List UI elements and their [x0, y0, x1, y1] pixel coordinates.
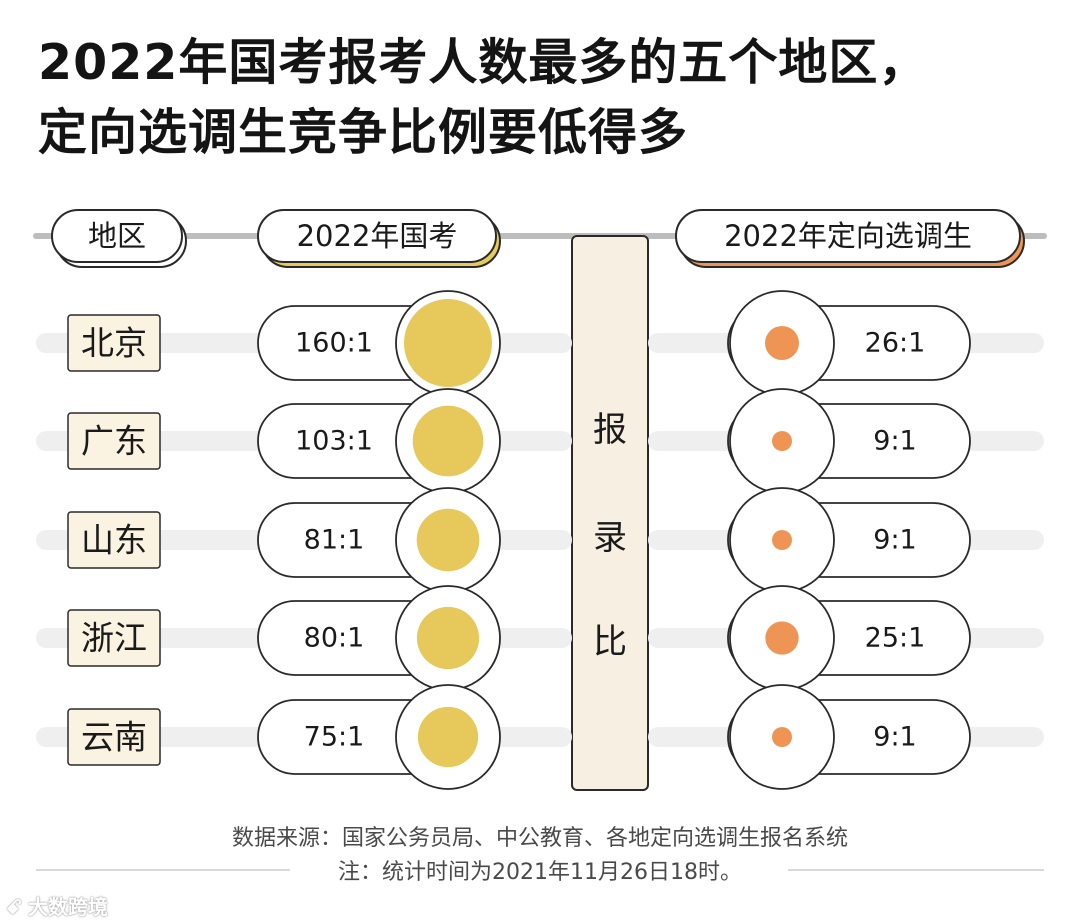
center-label-char: 报 [593, 410, 627, 450]
region-label-box [67, 412, 161, 470]
left-bubble [412, 405, 484, 477]
right-value-label: 26:1 [865, 328, 926, 359]
left-bubble [416, 606, 480, 670]
right-bubble [765, 326, 799, 360]
center-column [571, 235, 649, 791]
center-label-char: 比 [593, 622, 627, 662]
right-bubble [771, 529, 793, 551]
region-label-box [67, 314, 161, 372]
header-region-label: 地区 [88, 219, 146, 253]
region-label: 山东 [81, 521, 147, 560]
logo-mark-icon: ꗃ [6, 895, 22, 919]
region-label-box [67, 708, 161, 766]
header-region-pill [51, 209, 183, 263]
region-label-box [67, 511, 161, 569]
region-label: 北京 [81, 324, 147, 363]
left-bubble [416, 508, 480, 572]
data-source: 数据来源：国家公务员局、中公教育、各地定向选调生报名系统 [231, 826, 848, 851]
left-value-label: 160:1 [295, 328, 373, 359]
header-right-label: 2022年定向选调生 [724, 219, 972, 253]
right-value-label: 9:1 [873, 525, 916, 556]
region-label: 浙江 [81, 619, 147, 658]
center-label-char: 录 [593, 518, 627, 558]
left-bubble [417, 706, 479, 768]
header-left-label: 2022年国考 [297, 219, 458, 253]
region-label: 云南 [81, 718, 147, 757]
right-bubble [771, 430, 793, 452]
note-divider-left [36, 869, 290, 871]
watermark: ꗃ 大数跨境 [6, 891, 108, 920]
header-left-pill [257, 209, 497, 263]
right-value-label: 9:1 [873, 722, 916, 753]
left-value-label: 80:1 [304, 623, 365, 654]
right-bubble [771, 726, 793, 748]
right-value-label: 25:1 [865, 623, 926, 654]
region-label-box [67, 609, 161, 667]
footnote: 注：统计时间为2021年11月26日18时。 [338, 860, 742, 885]
header-right-pill [675, 209, 1021, 263]
left-value-label: 103:1 [295, 426, 373, 457]
left-value-label: 81:1 [304, 525, 365, 556]
region-label: 广东 [81, 422, 147, 461]
left-bubble [404, 299, 492, 387]
right-bubble [765, 621, 799, 655]
note-divider-right [788, 869, 1044, 871]
left-value-label: 75:1 [304, 722, 365, 753]
watermark-text: 大数跨境 [27, 895, 108, 919]
title-line-2: 定向选调生竞争比例要低得多 [38, 104, 689, 161]
title-line-1: 2022年国考报考人数最多的五个地区， [38, 34, 929, 91]
page-title: 2022年国考报考人数最多的五个地区， 定向选调生竞争比例要低得多 [38, 28, 1068, 168]
right-value-label: 9:1 [873, 426, 916, 457]
